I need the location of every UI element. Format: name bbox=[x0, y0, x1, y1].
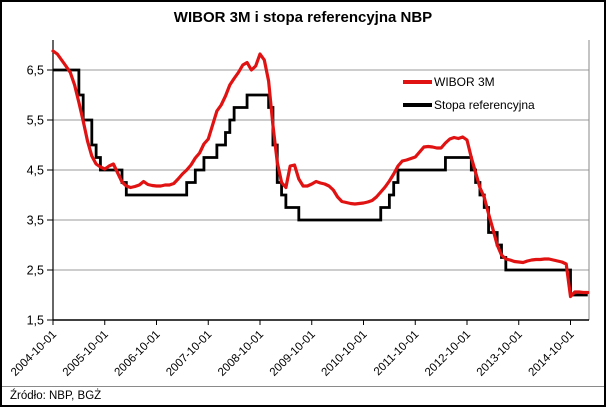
legend-item-wibor: WIBOR 3M bbox=[403, 75, 535, 89]
source-note: Źródło: NBP, BGŻ bbox=[10, 390, 102, 402]
chart-title: WIBOR 3M i stopa referencyjna NBP bbox=[173, 9, 433, 26]
x-tick-label: 2012-10-01 bbox=[423, 329, 473, 379]
x-tick-label: 2014-10-01 bbox=[527, 329, 577, 379]
x-tick-label: 2013-10-01 bbox=[475, 329, 525, 379]
legend-swatch-wibor bbox=[403, 80, 432, 84]
series-wibor-3m-line bbox=[51, 49, 590, 299]
y-tick-label: 1,5 bbox=[27, 314, 44, 328]
x-tick-label: 2005-10-01 bbox=[61, 329, 111, 379]
x-tick-label: 2008-10-01 bbox=[216, 329, 266, 379]
legend-label-stopa: Stopa referencyjna bbox=[434, 98, 535, 112]
legend: WIBOR 3M Stopa referencyjna bbox=[403, 75, 535, 112]
x-tick-label: 2010-10-01 bbox=[320, 329, 370, 379]
y-tick-label: 2,5 bbox=[27, 264, 44, 278]
x-tick-label: 2004-10-01 bbox=[9, 329, 59, 379]
x-tick-label: 2006-10-01 bbox=[113, 329, 163, 379]
y-tick-label: 3,5 bbox=[27, 214, 44, 228]
legend-swatch-stopa bbox=[403, 103, 432, 107]
x-tick-label: 2007-10-01 bbox=[164, 329, 214, 379]
y-tick-label: 5,5 bbox=[27, 114, 44, 128]
x-tick-label: 2011-10-01 bbox=[372, 329, 421, 378]
y-tick-label: 4,5 bbox=[27, 164, 44, 178]
y-tick-label: 6,5 bbox=[27, 64, 44, 78]
legend-item-stopa: Stopa referencyjna bbox=[403, 98, 535, 112]
x-tick-label: 2009-10-01 bbox=[268, 329, 318, 379]
footer-divider bbox=[2, 386, 604, 387]
legend-label-wibor: WIBOR 3M bbox=[434, 75, 495, 89]
